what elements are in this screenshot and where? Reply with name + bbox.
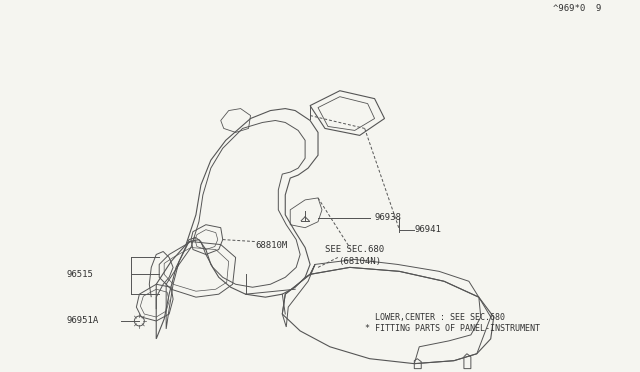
Text: 96515: 96515 [67,270,94,279]
Text: SEE SEC.680: SEE SEC.680 [325,245,384,254]
Text: ^969*0  9: ^969*0 9 [553,4,602,13]
Text: LOWER,CENTER : SEE SEC.680: LOWER,CENTER : SEE SEC.680 [365,312,505,321]
Text: (68104N): (68104N) [338,257,381,266]
Text: 96951A: 96951A [67,317,99,326]
Text: * FITTING PARTS OF PANEL-INSTRUMENT: * FITTING PARTS OF PANEL-INSTRUMENT [365,324,540,333]
Text: 68810M: 68810M [255,241,288,250]
Text: 96938: 96938 [374,213,401,222]
Text: 96941: 96941 [414,225,441,234]
